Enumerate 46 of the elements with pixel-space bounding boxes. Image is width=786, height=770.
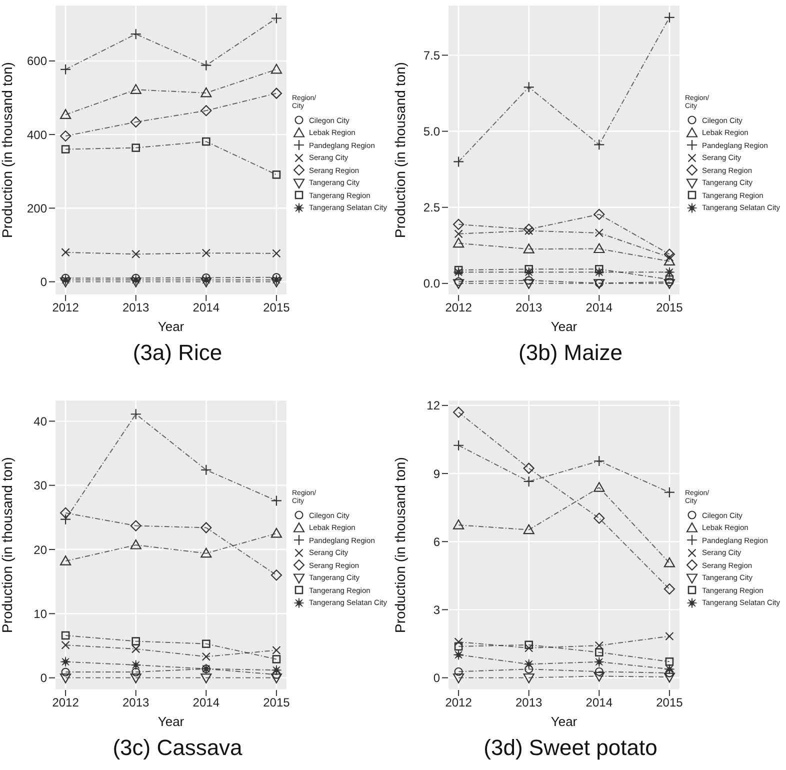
y-tick-label: 400 <box>26 128 48 142</box>
x-axis-title: Year <box>550 319 578 334</box>
x-axis-title: Year <box>158 714 185 729</box>
y-tick-label: 0 <box>40 671 48 686</box>
y-tick-label: 600 <box>26 54 48 68</box>
y-tick-label: 6 <box>433 534 440 549</box>
x-tick-label: 2014 <box>192 696 220 710</box>
y-tick-label: 40 <box>34 414 48 428</box>
y-tick-label: 200 <box>26 201 48 216</box>
x-tick-label: 2013 <box>122 300 150 315</box>
x-tick-label: 2012 <box>445 696 472 710</box>
x-tick-label: 2013 <box>122 696 150 710</box>
x-tick-label: 2012 <box>52 696 80 710</box>
y-tick-label: 30 <box>34 478 48 493</box>
text: (3a) Rice <box>132 340 224 366</box>
y-tick-label: 2.5 <box>423 200 440 215</box>
x-tick-label: 2015 <box>656 696 684 710</box>
x-tick-label: 2012 <box>52 300 80 315</box>
y-tick-label: 12 <box>426 398 440 413</box>
y-axis-title: Production (in thousand ton) <box>0 457 15 633</box>
y-tick-label: 3 <box>433 602 440 617</box>
y-tick-label: 20 <box>34 542 48 557</box>
x-tick-label: 2012 <box>445 300 472 315</box>
x-tick-label: 2015 <box>263 696 290 710</box>
x-tick-label: 2015 <box>656 300 684 315</box>
y-tick-label: 7.5 <box>423 48 440 62</box>
y-tick-label: 0 <box>433 671 440 686</box>
y-axis-title: Production (in thousand ton) <box>392 457 408 633</box>
text: (3b) Maize <box>518 340 624 366</box>
y-tick-label: 10 <box>34 606 48 621</box>
y-axis-title: Production (in thousand ton) <box>0 62 15 238</box>
y-axis-title: Production (in thousand ton) <box>392 62 408 238</box>
y-tick-label: 0 <box>40 275 48 290</box>
x-tick-label: 2013 <box>515 300 543 315</box>
x-axis-title: Year <box>158 319 185 334</box>
y-tick-label: 9 <box>433 466 440 481</box>
y-tick-label: 0.0 <box>423 276 440 291</box>
x-tick-label: 2014 <box>586 300 613 315</box>
text: (3d) Sweet potato <box>482 735 658 761</box>
y-tick-label: 5.0 <box>423 124 440 139</box>
x-tick-label: 2014 <box>586 696 613 710</box>
x-axis-title: Year <box>550 714 578 729</box>
text: (3c) Cassava <box>112 735 244 761</box>
x-tick-label: 2015 <box>263 300 290 315</box>
x-tick-label: 2014 <box>192 300 220 315</box>
x-tick-label: 2013 <box>515 696 543 710</box>
